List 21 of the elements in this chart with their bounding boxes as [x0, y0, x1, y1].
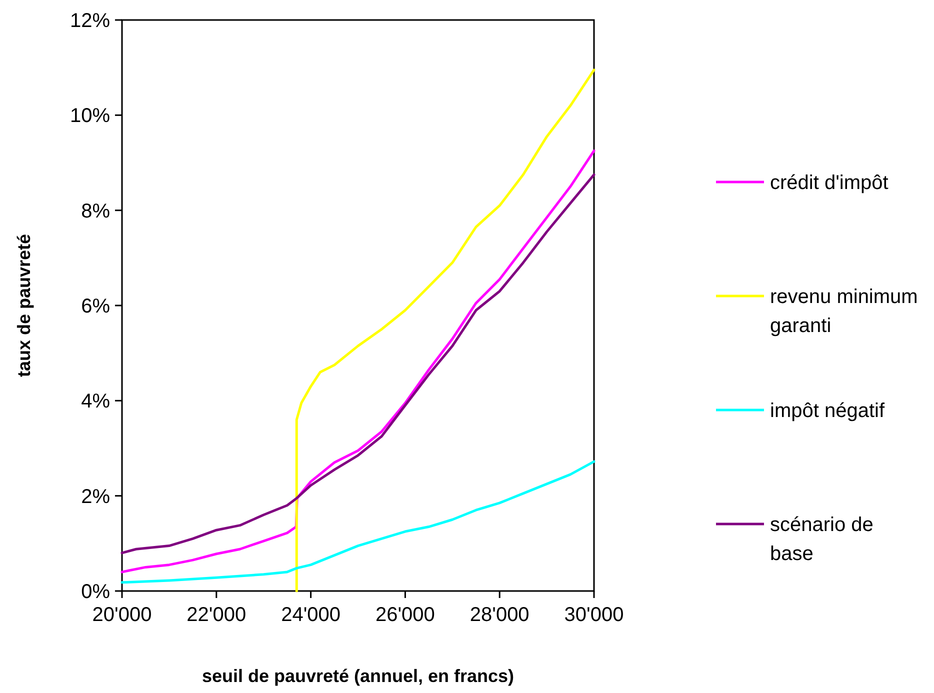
line-series: [120, 460, 596, 584]
y-axis-title: taux de pauvreté: [14, 234, 34, 378]
legend-label: impôt négatif: [770, 400, 885, 422]
legend-label: revenu minimum garanti: [770, 286, 918, 337]
x-tick-label: 26'000: [375, 604, 435, 626]
x-tick-label: 30'000: [564, 604, 624, 626]
y-tick-label: 0%: [81, 581, 110, 603]
x-tick-label: 20'000: [92, 604, 152, 626]
y-tick-label: 8%: [81, 200, 110, 222]
y-tick-label: 4%: [81, 390, 110, 413]
x-tick-label: 24'000: [281, 604, 341, 626]
x-tick-label: 22'000: [186, 604, 246, 626]
y-tick-label: 2%: [81, 486, 110, 508]
legend-label: crédit d'impôt: [770, 172, 889, 194]
y-tick-label: 10%: [70, 105, 110, 128]
y-tick-label: 12%: [70, 10, 110, 32]
x-tick-label: 28'000: [470, 604, 530, 626]
legend-label: scénario de base: [770, 514, 874, 565]
x-axis-title: seuil de pauvreté (annuel, en francs): [202, 666, 514, 686]
y-tick-label: 6%: [81, 296, 110, 318]
line-series: [295, 68, 596, 592]
